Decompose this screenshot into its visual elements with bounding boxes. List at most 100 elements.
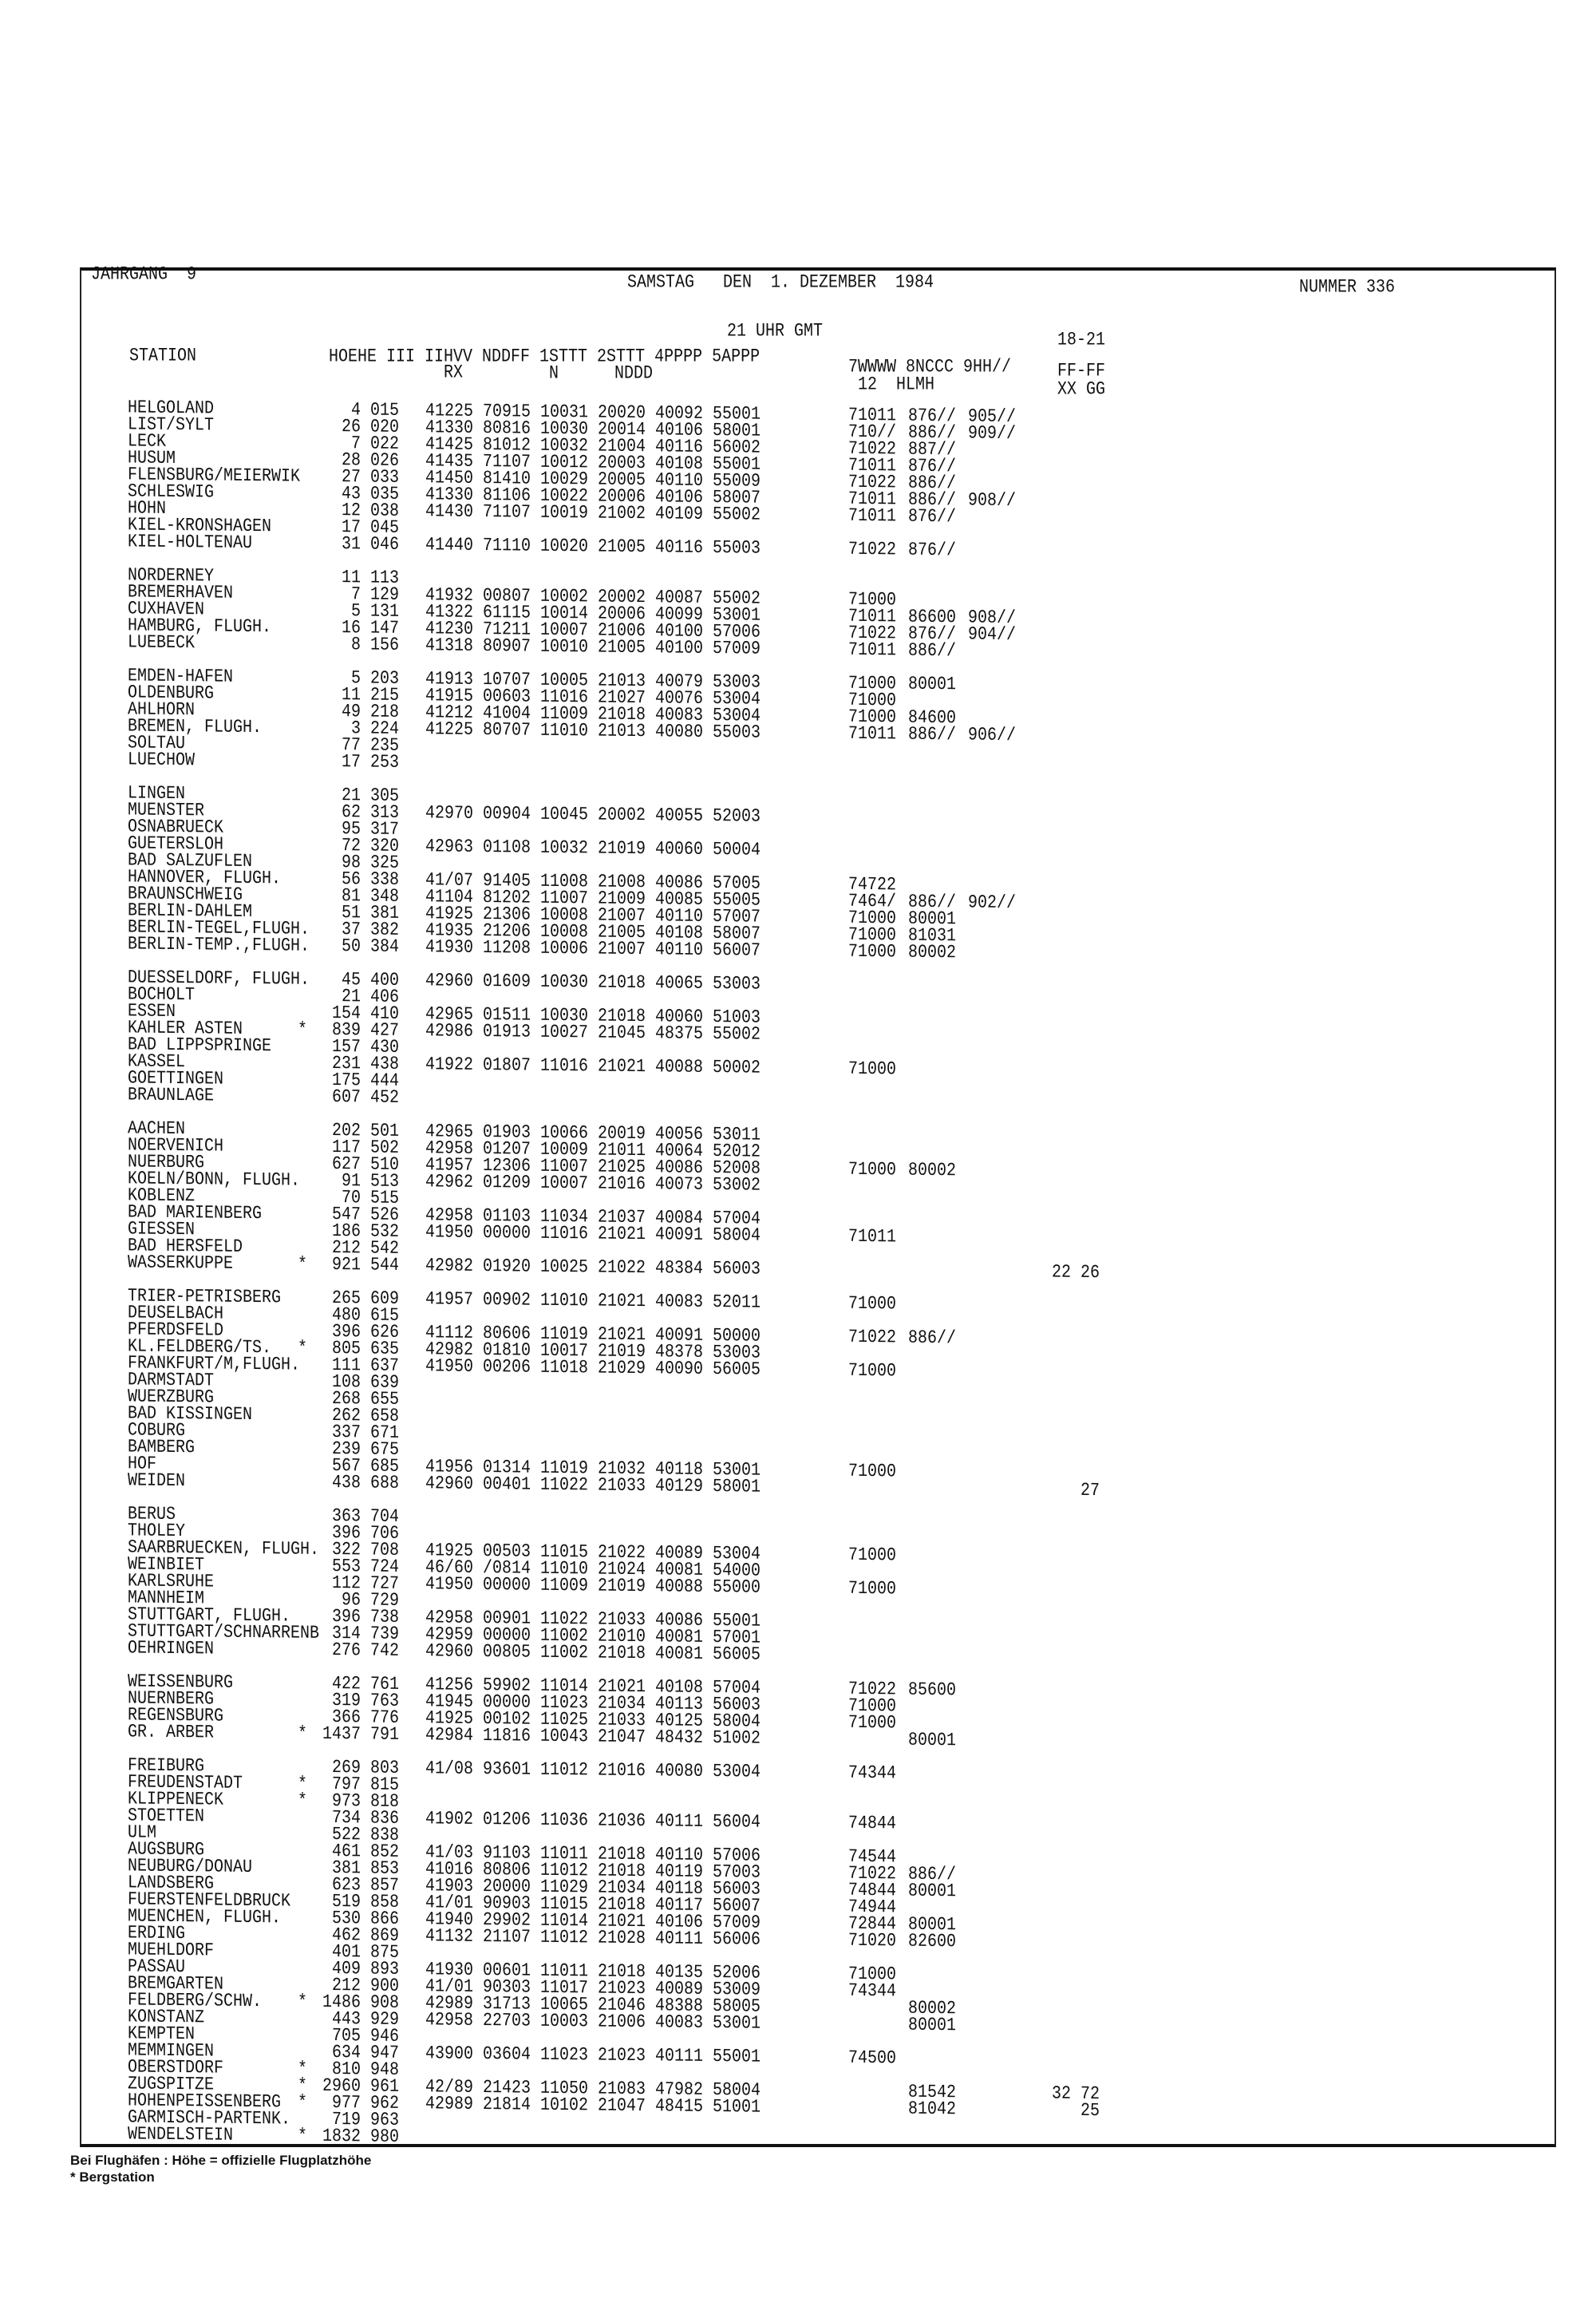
observation-group: 22703 xyxy=(483,2010,531,2032)
column-header-gust: FF-FF xyxy=(1057,361,1106,382)
observation-group: 55001 xyxy=(713,2046,761,2068)
supplementary-group: 876// xyxy=(908,506,957,528)
observation-group: 21016 xyxy=(598,1173,646,1196)
supplementary-group: 80001 xyxy=(908,674,957,696)
observation-group: 41225 xyxy=(425,718,474,741)
observation-group: 42986 xyxy=(425,1020,474,1042)
observation-group: 00902 xyxy=(483,1289,531,1311)
observation-group: 50002 xyxy=(713,1057,761,1079)
column-subheader-n: N xyxy=(549,364,559,383)
observation-group: 40110 xyxy=(655,939,704,961)
observation-group: 52003 xyxy=(713,805,761,828)
station-height: 31 xyxy=(341,533,361,556)
observation-group: 21047 xyxy=(598,1726,646,1749)
column-subheader-nddd: NDDD xyxy=(614,364,653,383)
supplementary-group: 71011 xyxy=(848,723,897,746)
supplementary-group: 71000 xyxy=(848,1058,897,1081)
observation-group: 40111 xyxy=(655,1928,704,1950)
rx-header: RX xyxy=(444,362,464,384)
observation-group: 40109 xyxy=(655,503,704,525)
observation-group: 21029 xyxy=(598,1358,646,1380)
observation-group: 41902 xyxy=(425,1808,474,1830)
gust-subheader: XX GG xyxy=(1057,379,1106,401)
observation-group: 57009 xyxy=(713,638,761,660)
supplementary-group: 71000 xyxy=(848,1578,897,1600)
supplementary-group: 876// xyxy=(908,540,957,562)
observation-group: 10007 xyxy=(540,1173,589,1195)
observation-group: 40080 xyxy=(655,721,704,743)
supplementary-group: 71000 xyxy=(848,1293,897,1315)
observation-group: 40060 xyxy=(655,838,704,860)
observation-group: 56005 xyxy=(713,1643,761,1666)
observation-group: 40088 xyxy=(655,1576,704,1598)
observation-group: 40073 xyxy=(655,1173,704,1196)
gust-value: 22 26 xyxy=(1051,1262,1100,1284)
column-subheader-rx: RX xyxy=(444,362,464,384)
observation-group: 42962 xyxy=(425,1171,474,1193)
observation-group: 00401 xyxy=(483,1473,531,1496)
observation-group: 21016 xyxy=(598,1760,646,1782)
mountain-station-marker: * xyxy=(298,1254,308,1276)
observation-group: 71107 xyxy=(483,501,531,524)
observation-group: 00000 xyxy=(483,1222,531,1244)
observation-group: 21021 xyxy=(598,1291,646,1313)
mountain-station-marker: * xyxy=(298,2092,308,2114)
footnote-airports: Bei Flughäfen : Höhe = offizielle Flugpl… xyxy=(70,2153,372,2168)
observation-group: 21045 xyxy=(598,1022,646,1045)
observation-group: 42960 xyxy=(425,1473,474,1495)
observation-group: 55002 xyxy=(713,1023,761,1046)
observation-group: 21022 xyxy=(598,1257,646,1280)
observation-group: 48384 xyxy=(655,1257,704,1280)
observation-group: 11016 xyxy=(540,1223,589,1245)
station-height: 921 xyxy=(331,1254,361,1276)
gust-header: FF-FF xyxy=(1057,361,1106,382)
observation-group: 55003 xyxy=(713,722,761,744)
observation-group: 55002 xyxy=(713,504,761,526)
station-height: 8 xyxy=(350,634,361,656)
station-number: 156 xyxy=(370,635,400,656)
observation-group: 21033 xyxy=(598,1475,646,1497)
observation-group: 42982 xyxy=(425,1255,474,1277)
station-number: 452 xyxy=(370,1087,400,1109)
observation-group: 21021 xyxy=(598,1224,646,1246)
supplementary-group: 71011 xyxy=(848,639,897,662)
observation-group: 01209 xyxy=(483,1172,531,1194)
observation-group: 51001 xyxy=(713,2096,761,2118)
observation-group: 21019 xyxy=(598,1576,646,1598)
observation-group: 55000 xyxy=(713,1576,761,1599)
column-header-station: STATION xyxy=(129,346,196,366)
observation-group: 52011 xyxy=(713,1291,761,1314)
observation-group: 00805 xyxy=(483,1641,531,1663)
observation-group: 42958 xyxy=(425,2009,474,2031)
observation-group: 40088 xyxy=(655,1056,704,1078)
supplementary-group: 908// xyxy=(968,489,1017,512)
observation-group: 21107 xyxy=(483,1926,531,1948)
observation-group: 21021 xyxy=(598,1056,646,1078)
observation-group: 01920 xyxy=(483,1256,531,1278)
volume-label: JAHRGANG 9 xyxy=(91,264,197,286)
observation-group: 21814 xyxy=(483,2094,531,2116)
extra-header: 7WWWW 8NCCC 9HH// xyxy=(848,357,1012,378)
observation-group: 41957 xyxy=(425,1288,474,1311)
supplementary-group: 71000 xyxy=(848,1360,897,1382)
observation-group: 42970 xyxy=(425,802,474,825)
station-name: GR. ARBER xyxy=(128,1721,215,1744)
observation-group: 42989 xyxy=(425,2093,474,2115)
station-number: 046 xyxy=(370,534,400,556)
observation-group: 42960 xyxy=(425,1640,474,1663)
supplementary-group: 80001 xyxy=(908,1881,957,1903)
observation-group: 21007 xyxy=(598,939,646,961)
station-height: 276 xyxy=(331,1639,361,1662)
supplementary-group: 71022 xyxy=(848,1327,897,1349)
observation-group: 01913 xyxy=(483,1021,531,1043)
observation-group: 11009 xyxy=(540,1575,589,1597)
volume-text: JAHRGANG 9 xyxy=(91,264,197,286)
observation-group: 41950 xyxy=(425,1221,474,1244)
column-header-codes: HOEHE III IIHVV NDDFF 1STTT 2STTT 4PPPP … xyxy=(329,347,760,366)
observation-group: 41/08 xyxy=(425,1758,474,1780)
station-name: OEHRINGEN xyxy=(128,1637,215,1660)
observation-group: 42960 xyxy=(425,970,474,992)
station-height: 1437 xyxy=(322,1723,361,1746)
supplementary-group: 902// xyxy=(968,892,1017,915)
supplementary-group: 71000 xyxy=(848,1712,897,1734)
